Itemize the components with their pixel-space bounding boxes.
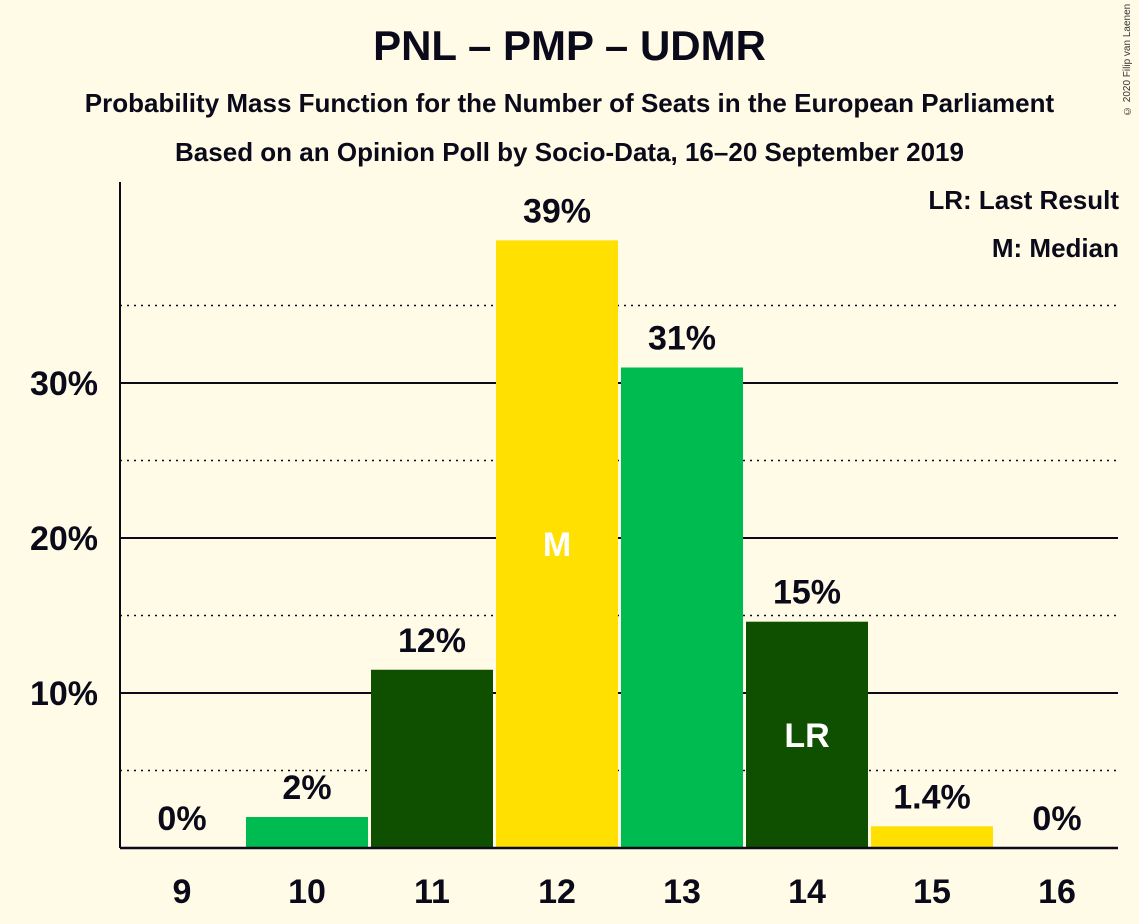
x-tick-label: 14 [788,873,826,911]
data-label-seats-9: 0% [157,800,206,838]
data-label-seats-14: 15% [773,574,841,612]
x-tick-label: 12 [538,873,576,911]
chart-source-line: Based on an Opinion Poll by Socio-Data, … [175,137,964,167]
bar-seats-13 [621,367,743,848]
data-label-seats-12: 39% [523,192,591,230]
chart-subtitle: Probability Mass Function for the Number… [84,88,1055,118]
data-label-seats-11: 12% [398,622,466,660]
y-tick-label: 20% [30,520,98,558]
marker-lr: LR [784,717,829,755]
marker-m: M [543,526,571,564]
x-tick-label: 16 [1038,873,1076,911]
bar-seats-12 [496,240,618,848]
data-label-seats-16: 0% [1032,800,1081,838]
legend-median: M: Median [991,233,1119,263]
y-tick-label: 10% [30,675,98,713]
x-tick-label: 13 [663,873,701,911]
x-tick-label: 9 [173,873,192,911]
data-label-seats-13: 31% [648,320,716,358]
data-label-seats-10: 2% [282,769,331,807]
bar-seats-15 [871,826,993,848]
bar-seats-11 [371,669,493,848]
legend-last-result: LR: Last Result [928,185,1119,215]
y-tick-label: 30% [30,365,98,403]
data-label-seats-15: 1.4% [893,778,971,816]
chart-title: PNL – PMP – UDMR [373,22,766,69]
x-tick-label: 11 [414,873,450,911]
bar-seats-14 [746,621,868,848]
x-tick-label: 15 [913,873,951,911]
bar-seats-10 [246,817,368,848]
x-tick-label: 10 [288,873,326,911]
